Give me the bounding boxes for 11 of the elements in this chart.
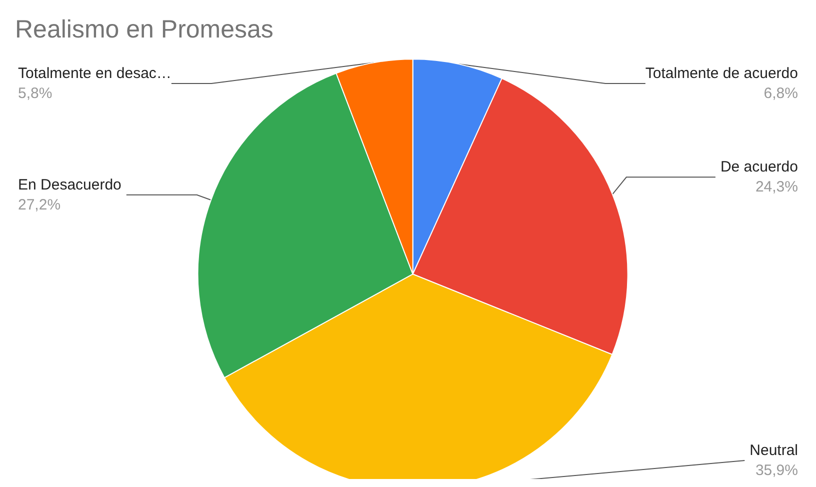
slice-label: En Desacuerdo	[18, 176, 122, 194]
slice-label: De acuerdo	[720, 158, 798, 176]
slice-label: Totalmente de acuerdo	[645, 65, 798, 82]
data-label: 6,8%	[764, 85, 798, 102]
chart-title: Realismo en Promesas	[15, 16, 274, 44]
data-label: 5,8%	[18, 85, 52, 102]
data-label: 35,9%	[755, 462, 798, 479]
slice-label: Neutral	[750, 442, 798, 459]
data-label: 24,3%	[755, 178, 798, 196]
data-label: 27,2%	[18, 196, 61, 214]
slice-label: Totalmente en desac…	[18, 65, 172, 82]
